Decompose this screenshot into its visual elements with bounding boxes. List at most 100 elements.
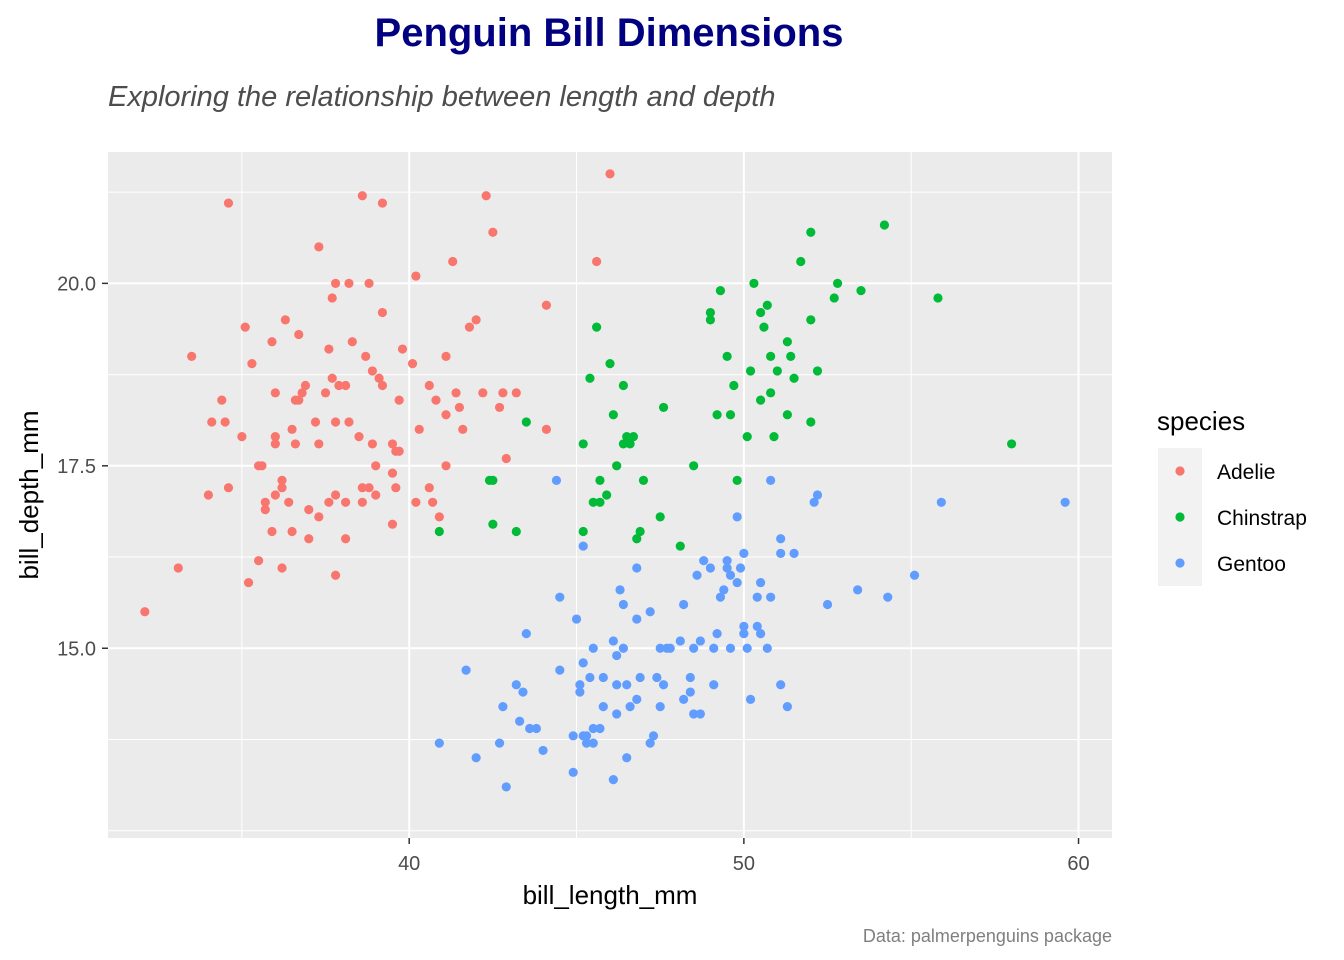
point-chinstrap bbox=[766, 351, 776, 361]
point-gentoo bbox=[521, 629, 531, 639]
point-adelie bbox=[220, 417, 230, 427]
point-gentoo bbox=[689, 709, 699, 719]
point-adelie bbox=[605, 169, 615, 179]
point-chinstrap bbox=[628, 432, 639, 442]
point-gentoo bbox=[575, 680, 585, 690]
point-adelie bbox=[481, 191, 491, 201]
point-gentoo bbox=[745, 694, 756, 704]
point-adelie bbox=[257, 461, 267, 471]
point-adelie bbox=[223, 198, 234, 208]
point-gentoo bbox=[471, 753, 481, 763]
point-adelie bbox=[277, 483, 287, 493]
point-gentoo bbox=[515, 716, 525, 726]
point-gentoo bbox=[1060, 497, 1070, 507]
point-adelie bbox=[488, 227, 498, 237]
point-gentoo bbox=[715, 592, 726, 602]
point-gentoo bbox=[756, 577, 766, 588]
point-adelie bbox=[203, 490, 213, 500]
point-adelie bbox=[300, 380, 311, 391]
point-chinstrap bbox=[588, 497, 598, 507]
point-adelie bbox=[290, 439, 301, 449]
point-gentoo bbox=[722, 556, 732, 566]
point-chinstrap bbox=[705, 315, 716, 325]
point-chinstrap bbox=[595, 497, 605, 507]
point-adelie bbox=[304, 534, 314, 544]
point-adelie bbox=[498, 388, 508, 398]
point-adelie bbox=[187, 351, 197, 361]
point-adelie bbox=[387, 439, 398, 449]
point-chinstrap bbox=[715, 286, 726, 296]
point-chinstrap bbox=[705, 307, 716, 318]
point-chinstrap bbox=[635, 526, 645, 537]
point-gentoo bbox=[615, 585, 625, 595]
point-adelie bbox=[478, 388, 488, 398]
point-adelie bbox=[414, 424, 424, 434]
point-gentoo bbox=[645, 738, 655, 748]
point-adelie bbox=[441, 461, 451, 471]
point-adelie bbox=[297, 388, 307, 398]
x-tick-label: 60 bbox=[1067, 853, 1089, 875]
point-gentoo bbox=[789, 548, 799, 558]
point-gentoo bbox=[699, 556, 709, 566]
point-gentoo bbox=[608, 775, 618, 785]
point-chinstrap bbox=[782, 410, 792, 420]
x-axis-title: bill_length_mm bbox=[523, 880, 698, 910]
point-adelie bbox=[541, 424, 552, 434]
point-chinstrap bbox=[585, 373, 595, 383]
point-gentoo bbox=[498, 702, 508, 712]
point-gentoo bbox=[665, 643, 675, 653]
point-gentoo bbox=[531, 723, 541, 734]
chart-subtitle: Exploring the relationship between lengt… bbox=[108, 81, 775, 113]
point-chinstrap bbox=[689, 461, 699, 471]
point-adelie bbox=[407, 359, 418, 369]
point-adelie bbox=[267, 526, 277, 537]
point-adelie bbox=[327, 373, 337, 383]
point-adelie bbox=[240, 322, 250, 332]
point-gentoo bbox=[735, 563, 746, 573]
point-gentoo bbox=[782, 702, 792, 712]
point-gentoo bbox=[766, 592, 776, 602]
point-gentoo bbox=[622, 753, 632, 763]
point-chinstrap bbox=[749, 278, 759, 288]
point-chinstrap bbox=[856, 286, 866, 296]
point-gentoo bbox=[652, 672, 662, 683]
point-gentoo bbox=[809, 497, 819, 507]
point-gentoo bbox=[595, 723, 605, 734]
point-adelie bbox=[324, 497, 334, 507]
point-adelie bbox=[270, 432, 280, 442]
point-chinstrap bbox=[712, 410, 722, 420]
point-gentoo bbox=[578, 541, 588, 551]
point-gentoo bbox=[568, 731, 578, 741]
point-adelie bbox=[411, 497, 421, 507]
point-adelie bbox=[511, 388, 521, 398]
point-gentoo bbox=[709, 643, 719, 653]
point-adelie bbox=[287, 526, 297, 537]
point-gentoo bbox=[588, 738, 598, 748]
point-gentoo bbox=[883, 592, 893, 602]
point-gentoo bbox=[494, 738, 505, 748]
point-gentoo bbox=[632, 563, 642, 573]
point-chinstrap bbox=[806, 417, 816, 427]
point-chinstrap bbox=[618, 380, 628, 391]
point-gentoo bbox=[695, 709, 705, 719]
point-gentoo bbox=[588, 643, 598, 653]
point-chinstrap bbox=[766, 388, 776, 398]
point-adelie bbox=[140, 607, 150, 617]
point-chinstrap bbox=[638, 475, 649, 486]
point-gentoo bbox=[712, 629, 722, 639]
point-chinstrap bbox=[732, 475, 742, 486]
point-adelie bbox=[320, 388, 331, 398]
point-gentoo bbox=[689, 643, 699, 653]
grid-minor bbox=[108, 152, 1112, 838]
point-chinstrap bbox=[618, 439, 628, 449]
point-gentoo bbox=[578, 658, 588, 668]
point-gentoo bbox=[581, 738, 592, 748]
point-gentoo bbox=[612, 650, 622, 661]
point-gentoo bbox=[525, 723, 535, 734]
legend-key-adelie bbox=[1175, 466, 1185, 476]
point-gentoo bbox=[585, 672, 595, 683]
point-adelie bbox=[287, 424, 297, 434]
point-gentoo bbox=[752, 621, 762, 631]
point-chinstrap bbox=[756, 395, 766, 405]
point-gentoo bbox=[722, 563, 732, 573]
